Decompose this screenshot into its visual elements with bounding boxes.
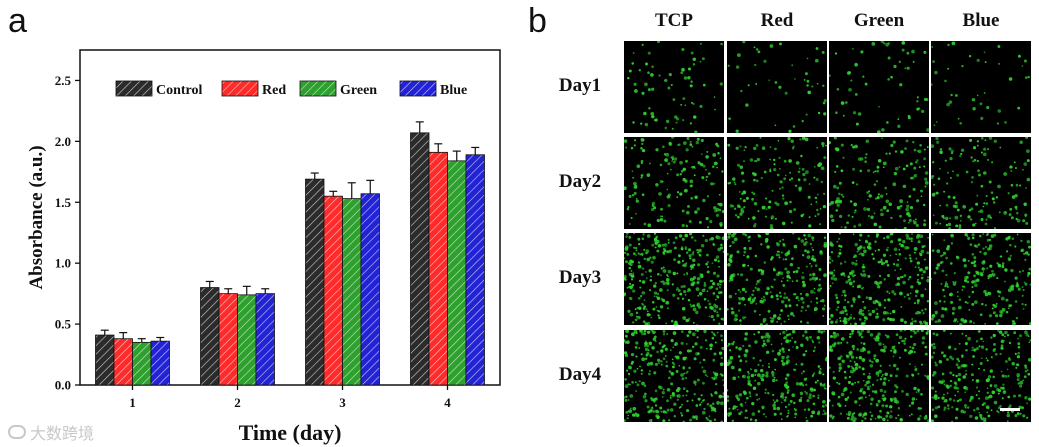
legend-swatch-control <box>115 80 153 97</box>
bar-red-day1 <box>113 338 133 386</box>
panel-a-letter: a <box>8 2 27 40</box>
legend-label-red: Red <box>262 83 286 98</box>
column-header-red: Red <box>760 10 794 31</box>
micrograph-blue-day1 <box>931 41 1031 133</box>
legend-label-blue: Blue <box>440 83 467 98</box>
column-header-blue: Blue <box>962 10 1000 31</box>
watermark-logo-icon <box>8 425 26 439</box>
watermark-text: 大数跨境 <box>30 424 95 443</box>
bar-control-day4 <box>410 132 430 386</box>
micrograph-tcp-day4 <box>624 330 724 422</box>
watermark: 大数跨境 <box>8 420 94 444</box>
micrograph-red-day3 <box>727 233 827 325</box>
bar-control-day1 <box>95 334 115 386</box>
bar-control-day3 <box>305 178 325 386</box>
bar-green-day4 <box>447 160 467 386</box>
scale-bar <box>1000 408 1020 411</box>
x-tick-label: 1 <box>129 395 136 410</box>
bar-red-day2 <box>218 293 238 386</box>
row-header-day1: Day1 <box>558 75 602 96</box>
bar-blue-day4 <box>465 154 485 386</box>
legend-label-green: Green <box>340 83 377 98</box>
bar-blue-day1 <box>150 340 170 386</box>
column-header-green: Green <box>853 10 905 31</box>
x-axis-title: Time (day) <box>239 420 342 445</box>
bar-red-day3 <box>323 195 343 386</box>
micrograph-blue-day2 <box>931 137 1031 229</box>
micrograph-green-day1 <box>829 41 929 133</box>
bar-green-day2 <box>237 294 257 386</box>
micrograph-blue-day3 <box>931 233 1031 325</box>
micrograph-green-day4 <box>829 330 929 422</box>
bar-blue-day2 <box>255 293 275 386</box>
row-header-day2: Day2 <box>558 171 602 192</box>
legend-swatch-green <box>299 80 337 97</box>
legend-swatch-blue <box>399 80 437 97</box>
bar-green-day3 <box>342 198 362 386</box>
column-header-tcp: TCP <box>655 10 693 31</box>
row-header-day4: Day4 <box>558 364 602 385</box>
y-tick-label: 1.0 <box>55 256 71 271</box>
y-axis-title: Absorbance (a.u.) <box>26 145 47 289</box>
micrograph-blue-day4 <box>931 330 1031 422</box>
y-tick-label: 2.0 <box>55 134 71 149</box>
legend-label-control: Control <box>156 83 203 98</box>
plot-frame <box>79 49 501 386</box>
micrograph-tcp-day3 <box>624 233 724 325</box>
micrograph-tcp-day1 <box>624 41 724 133</box>
y-tick-label: 2.5 <box>55 73 72 88</box>
row-header-day3: Day3 <box>558 267 602 288</box>
y-tick-label: 0.0 <box>55 378 71 393</box>
x-tick-label: 4 <box>444 395 451 410</box>
bar-chart: 0.0 0.5 1.0 1.5 2.0 2.5 1 2 3 4 Time (day) Absorban… <box>26 49 501 445</box>
bar-control-day2 <box>200 287 220 386</box>
micrograph-green-day3 <box>829 233 929 325</box>
y-tick-label: 0.5 <box>55 317 72 332</box>
bar-blue-day3 <box>360 193 380 386</box>
legend-swatch-red <box>221 80 259 97</box>
bar-red-day4 <box>428 151 448 386</box>
micrograph-red-day2 <box>727 137 827 229</box>
panel-b-letter: b <box>528 2 547 40</box>
micrograph-green-day2 <box>829 137 929 229</box>
micrograph-red-day4 <box>727 330 827 422</box>
micrograph-tcp-day2 <box>624 137 724 229</box>
micrograph-red-day1 <box>727 41 827 133</box>
x-tick-label: 2 <box>234 395 241 410</box>
bar-green-day1 <box>132 341 152 386</box>
y-tick-label: 1.5 <box>55 195 72 210</box>
x-tick-label: 3 <box>339 395 346 410</box>
